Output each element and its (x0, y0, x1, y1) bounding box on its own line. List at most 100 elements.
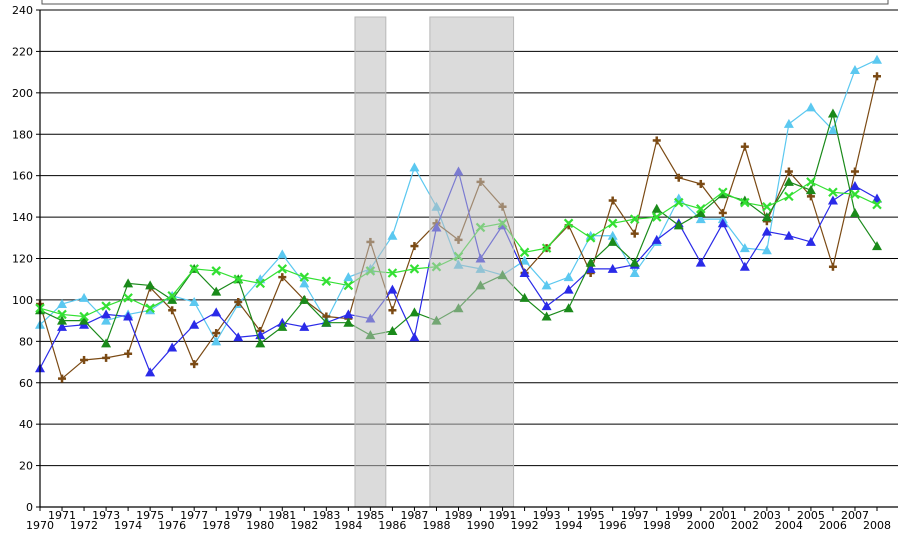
x-tick-label-1989: 1989 (445, 509, 473, 522)
series-2-point-2000 (695, 257, 706, 267)
series-0-point-1986 (387, 230, 398, 240)
x-tick-label-1979: 1979 (224, 509, 252, 522)
series-1-point-2006 (828, 262, 837, 271)
series-3-point-1994 (563, 303, 574, 313)
x-tick-label-1984: 1984 (334, 519, 362, 532)
series-0-point-1992 (519, 255, 530, 265)
series-3-point-1983 (321, 317, 332, 327)
series-1-point-2008 (873, 72, 881, 81)
series-1-point-1974 (124, 349, 133, 358)
series-2-point-2004 (783, 230, 794, 240)
series-4-point-2007 (850, 189, 860, 200)
series-4-point-1998 (651, 212, 662, 222)
series-3-point-2006 (827, 108, 838, 118)
x-tick-label-1986: 1986 (378, 519, 406, 532)
series-3-point-1992 (519, 292, 530, 302)
series-4-point-1996 (607, 218, 618, 229)
series-2-point-2008 (872, 193, 882, 203)
series-2-point-2002 (739, 261, 750, 271)
series-0-point-2000 (695, 214, 706, 224)
series-4-point-2004 (784, 191, 794, 202)
series-0-point-2005 (805, 102, 816, 112)
series-1-point-2001 (718, 208, 727, 217)
series-4-point-1976 (167, 290, 177, 301)
y-tick-label-160: 160 (12, 170, 33, 183)
series-4-point-1973 (101, 301, 111, 311)
series-4-point-1995 (585, 233, 596, 243)
series-2-point-1996 (607, 263, 618, 273)
series-1-point-1996 (608, 196, 617, 205)
series-4-point-1974 (123, 293, 133, 303)
x-tick-label-1975: 1975 (136, 509, 164, 522)
series-0-point-2006 (827, 125, 838, 135)
legend-box-edge (41, 0, 889, 5)
series-2-point-2007 (849, 181, 860, 191)
series-1-point-1978 (212, 329, 221, 338)
series-3-point-2005 (805, 185, 816, 195)
series-0-point-2002 (739, 243, 750, 253)
y-tick-label-20: 20 (19, 460, 33, 473)
x-tick-label-1981: 1981 (268, 509, 296, 522)
x-tick-label-1974: 1974 (114, 519, 142, 532)
y-tick-label-100: 100 (12, 294, 33, 307)
series-1-point-1977 (190, 360, 199, 369)
series-4-point-1975 (145, 303, 155, 313)
series-0-point-1978 (211, 336, 222, 346)
series-1-point-1979 (234, 297, 243, 306)
series-4-point-1981 (277, 264, 288, 274)
series-2-point-1986 (387, 284, 398, 294)
series-4-point-1997 (629, 214, 640, 224)
series-4-point-1977 (189, 264, 199, 274)
series-4-point-2006 (828, 187, 838, 198)
shaded-band-0 (354, 16, 387, 508)
series-0-point-1994 (563, 272, 574, 282)
series-2-point-2005 (805, 236, 816, 246)
series-2-point-1978 (211, 307, 222, 317)
series-0-point-1993 (541, 280, 552, 290)
series-3-point-1981 (277, 321, 288, 331)
y-tick-label-120: 120 (12, 253, 33, 266)
series-0-point-1973 (101, 315, 112, 325)
series-1-point-1998 (652, 136, 661, 145)
x-tick-label-2002: 2002 (731, 519, 759, 532)
series-2-point-1975 (145, 367, 156, 377)
series-4-point-1972 (79, 311, 89, 322)
series-2-point-1974 (123, 311, 134, 321)
series-3-point-1972 (79, 315, 90, 325)
x-tick-label-2008: 2008 (863, 519, 891, 532)
series-2-point-1971 (57, 321, 68, 331)
x-tick-label-1977: 1977 (180, 509, 208, 522)
x-tick-label-2003: 2003 (753, 509, 781, 522)
series-1-point-1999 (674, 173, 683, 182)
series-3-point-1982 (299, 294, 310, 304)
series-0-point-2008 (872, 54, 882, 64)
series-0-point-2007 (849, 65, 860, 75)
x-tick-label-1982: 1982 (290, 519, 318, 532)
series-1-point-2000 (696, 179, 705, 188)
series-2-point-1982 (299, 321, 310, 331)
x-tick-label-1993: 1993 (533, 509, 561, 522)
y-tick-label-240: 240 (12, 4, 33, 17)
series-3-point-1987 (409, 307, 420, 317)
series-4-point-2002 (740, 197, 750, 208)
series-2-point-2001 (717, 218, 728, 228)
x-tick-label-1997: 1997 (621, 509, 649, 522)
series-0-point-2003 (761, 245, 772, 255)
series-3-point-2002 (739, 195, 750, 205)
series-0-point-1995 (585, 230, 596, 240)
x-tick-label-2001: 2001 (709, 509, 737, 522)
series-2-point-1984 (343, 309, 354, 319)
series-2-point-1994 (563, 284, 574, 294)
series-3-point-1980 (255, 338, 266, 348)
x-tick-label-1985: 1985 (356, 509, 384, 522)
series-3-point-1984 (343, 317, 354, 327)
series-1-point-2004 (784, 167, 793, 176)
series-3-point-1971 (57, 315, 68, 325)
x-tick-label-1990: 1990 (467, 519, 495, 532)
x-tick-label-1991: 1991 (489, 509, 517, 522)
series-2-point-1995 (585, 263, 596, 273)
x-tick-label-1987: 1987 (400, 509, 428, 522)
series-1-point-1972 (80, 355, 89, 364)
series-3-point-1993 (541, 311, 552, 321)
series-2-point-1998 (651, 234, 662, 244)
